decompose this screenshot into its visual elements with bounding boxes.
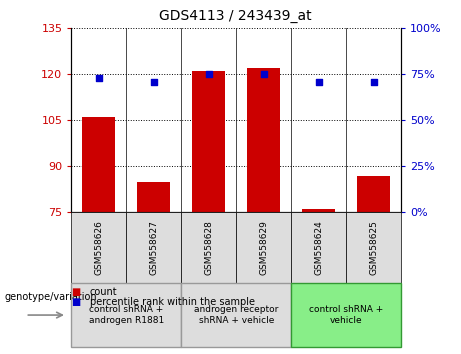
Text: count: count <box>90 287 118 297</box>
Text: GSM558624: GSM558624 <box>314 221 323 275</box>
Text: androgen receptor
shRNA + vehicle: androgen receptor shRNA + vehicle <box>194 306 278 325</box>
Bar <box>236 212 291 283</box>
Bar <box>83 117 115 212</box>
Point <box>95 75 103 81</box>
Point <box>205 72 213 77</box>
Text: GSM558626: GSM558626 <box>95 220 103 275</box>
Bar <box>357 176 390 212</box>
Text: GSM558625: GSM558625 <box>369 220 378 275</box>
Bar <box>126 212 181 283</box>
Bar <box>181 212 236 283</box>
Text: GSM558629: GSM558629 <box>259 220 268 275</box>
Bar <box>71 283 181 347</box>
Text: GSM558628: GSM558628 <box>204 220 213 275</box>
Bar <box>291 212 346 283</box>
Bar <box>137 182 171 212</box>
Text: genotype/variation: genotype/variation <box>5 292 97 302</box>
Point <box>370 79 377 85</box>
Text: ■: ■ <box>71 297 81 307</box>
Point <box>315 79 322 85</box>
Bar <box>346 212 401 283</box>
Text: control shRNA +
vehicle: control shRNA + vehicle <box>309 306 383 325</box>
Bar <box>247 68 280 212</box>
Point <box>260 72 267 77</box>
Text: percentile rank within the sample: percentile rank within the sample <box>90 297 255 307</box>
Bar <box>181 283 291 347</box>
Text: GSM558627: GSM558627 <box>149 220 159 275</box>
Text: control shRNA +
androgen R1881: control shRNA + androgen R1881 <box>89 306 164 325</box>
Text: ■: ■ <box>71 287 81 297</box>
Text: GDS4113 / 243439_at: GDS4113 / 243439_at <box>159 9 312 23</box>
Bar <box>192 71 225 212</box>
Bar <box>291 283 401 347</box>
Bar <box>302 209 335 212</box>
Bar <box>71 212 126 283</box>
Point <box>150 79 158 85</box>
